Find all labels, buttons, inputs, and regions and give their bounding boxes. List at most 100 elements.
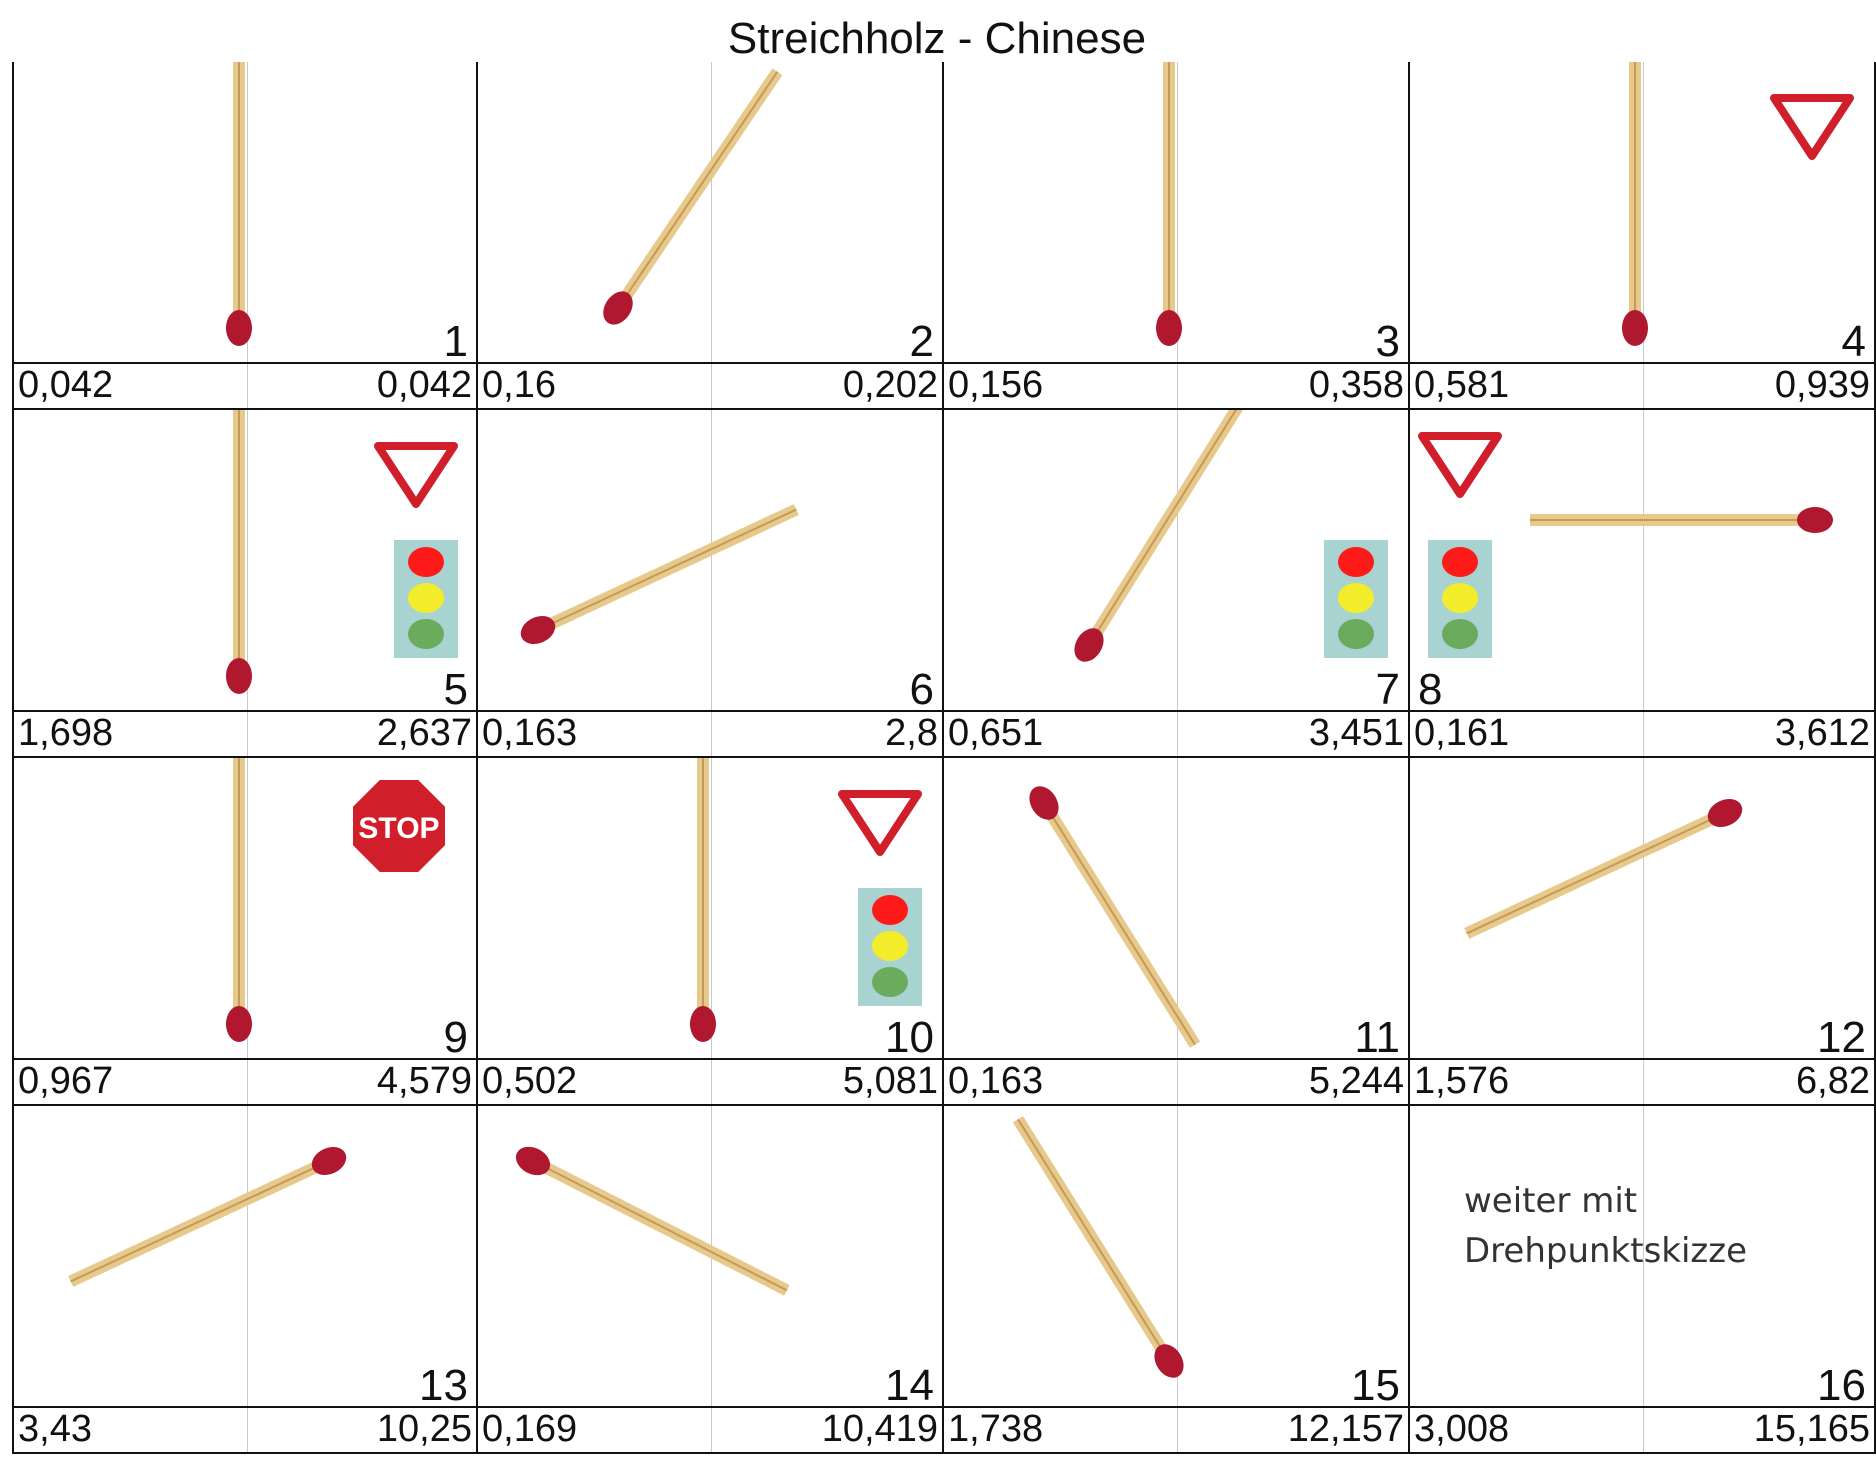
traffic-light-icon — [394, 540, 458, 658]
cumulative-time-value: 0,358 — [1308, 364, 1404, 406]
cell-number: 13 — [419, 1361, 468, 1410]
step-time-value: 0,967 — [18, 1060, 114, 1102]
match-cell: 10 0,502 5,081 — [478, 758, 944, 1106]
cumulative-time-value: 5,244 — [1308, 1060, 1404, 1102]
cell-number: 5 — [443, 665, 468, 714]
center-guide-line — [247, 62, 248, 408]
cell-number: 4 — [1841, 317, 1866, 366]
value-row-divider — [1410, 362, 1874, 364]
match-cell: 8 0,161 3,612 — [1410, 410, 1876, 758]
value-row-divider — [944, 710, 1408, 712]
cell-number: 11 — [1354, 1013, 1400, 1062]
match-cell: 4 0,581 0,939 — [1410, 62, 1876, 410]
center-guide-line — [1643, 410, 1644, 756]
center-guide-line — [1177, 1106, 1178, 1452]
match-stick-grain — [537, 508, 797, 631]
matchstick — [1530, 507, 1833, 533]
cumulative-time-value: 6,82 — [1796, 1060, 1870, 1102]
match-head — [515, 1146, 551, 1176]
center-guide-line — [1177, 410, 1178, 756]
cell-number: 2 — [909, 317, 934, 366]
matchstick — [226, 758, 252, 1042]
step-time-value: 0,169 — [482, 1408, 578, 1450]
match-cell: 6 0,163 2,8 — [478, 410, 944, 758]
match-stick-grain — [1088, 410, 1238, 646]
matchstick — [226, 62, 252, 346]
cell-number: 8 — [1418, 665, 1443, 714]
center-guide-line — [1643, 758, 1644, 1104]
step-time-value: 3,008 — [1414, 1408, 1510, 1450]
value-row-divider — [944, 362, 1408, 364]
value-row-divider — [1410, 1058, 1874, 1060]
match-head — [1797, 507, 1833, 533]
matchstick — [690, 758, 716, 1042]
matchstick — [603, 68, 783, 325]
value-row-divider — [14, 362, 476, 364]
match-cell: 13 3,43 10,25 — [12, 1106, 478, 1454]
match-head — [1029, 786, 1059, 820]
yield-sign-icon — [374, 442, 458, 508]
match-cell: weiter mit Drehpunktskizze 16 3,008 15,165 — [1410, 1106, 1876, 1454]
step-time-value: 0,042 — [18, 364, 114, 406]
cumulative-time-value: 0,939 — [1774, 364, 1870, 406]
next-step-note: weiter mit Drehpunktskizze — [1464, 1176, 1747, 1276]
center-guide-line — [247, 410, 248, 756]
traffic-light-icon — [1428, 540, 1492, 658]
step-time-value: 0,163 — [948, 1060, 1044, 1102]
step-time-value: 0,163 — [482, 712, 578, 754]
value-row-divider — [1410, 710, 1874, 712]
match-head — [1074, 628, 1104, 662]
matchstick — [1029, 786, 1201, 1048]
cumulative-time-value: 5,081 — [842, 1060, 938, 1102]
match-head — [226, 658, 252, 694]
match-cell: STOP 9 0,967 4,579 — [12, 758, 478, 1106]
cell-number: 7 — [1375, 665, 1400, 714]
step-time-value: 1,698 — [18, 712, 114, 754]
match-stick-grain — [1043, 802, 1196, 1046]
cumulative-time-value: 10,25 — [376, 1408, 472, 1450]
value-row-divider — [14, 710, 476, 712]
center-guide-line — [711, 410, 712, 756]
match-head — [226, 1006, 252, 1042]
cell-number: 3 — [1375, 317, 1400, 366]
step-time-value: 0,581 — [1414, 364, 1510, 406]
cell-number: 14 — [885, 1361, 934, 1410]
matchstick — [1622, 62, 1648, 346]
center-guide-line — [1643, 1106, 1644, 1452]
value-row-divider — [944, 1058, 1408, 1060]
center-guide-line — [247, 758, 248, 1104]
match-cell: 14 0,169 10,419 — [478, 1106, 944, 1454]
step-time-value: 1,576 — [1414, 1060, 1510, 1102]
next-step-note-line: Drehpunktskizze — [1464, 1231, 1748, 1271]
cumulative-time-value: 3,612 — [1774, 712, 1870, 754]
value-row-divider — [478, 1406, 942, 1408]
cumulative-time-value: 4,579 — [376, 1060, 472, 1102]
match-stick-grain — [1466, 812, 1726, 935]
step-time-value: 0,16 — [482, 364, 556, 406]
matchstick — [1156, 62, 1182, 346]
cell-number: 10 — [885, 1013, 934, 1062]
match-head — [690, 1006, 716, 1042]
cell-number: 12 — [1817, 1013, 1866, 1062]
matchstick — [520, 504, 799, 645]
match-head — [603, 291, 633, 325]
match-cell: 1 0,042 0,042 — [12, 62, 478, 410]
match-head — [226, 310, 252, 346]
cell-number: 15 — [1351, 1361, 1400, 1410]
center-guide-line — [1177, 758, 1178, 1104]
center-guide-line — [711, 62, 712, 408]
next-step-note-line: weiter mit — [1464, 1181, 1638, 1221]
match-cell: 7 0,651 3,451 — [944, 410, 1410, 758]
value-row-divider — [1410, 1406, 1874, 1408]
cumulative-time-value: 15,165 — [1753, 1408, 1870, 1450]
yield-sign-icon — [838, 790, 922, 856]
value-row-divider — [14, 1406, 476, 1408]
step-time-value: 0,156 — [948, 364, 1044, 406]
cumulative-time-value: 10,419 — [821, 1408, 938, 1450]
matchstick — [68, 1146, 347, 1287]
step-time-value: 0,502 — [482, 1060, 578, 1102]
sheet-title: Streichholz - Chinese — [727, 14, 1147, 63]
matchstick — [1464, 798, 1743, 939]
match-head — [1707, 798, 1743, 828]
